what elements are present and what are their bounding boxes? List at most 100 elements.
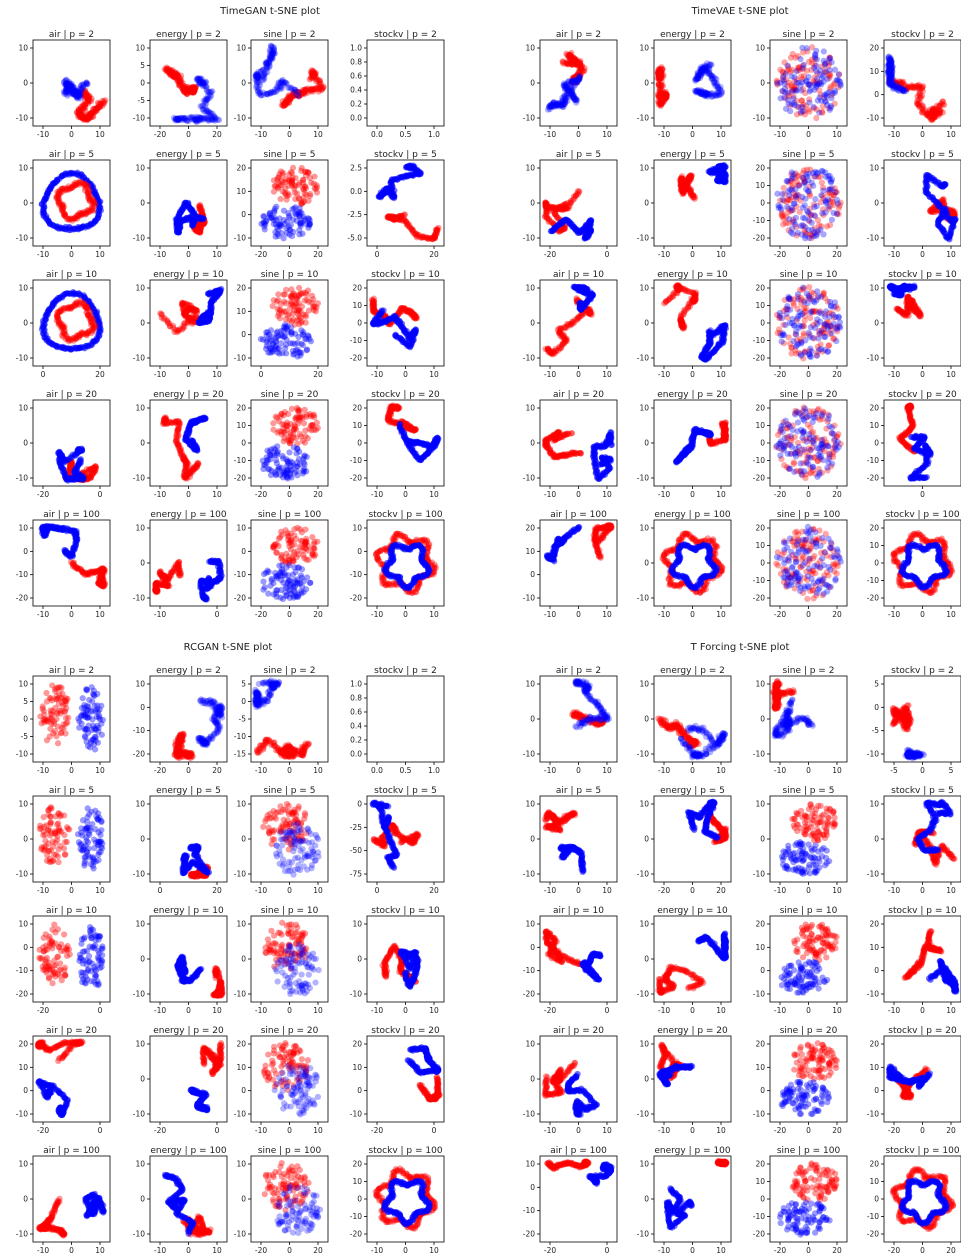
scatter-point — [184, 87, 191, 94]
scatter-point — [85, 93, 93, 100]
scatter-point — [60, 88, 67, 95]
scatter-point — [303, 453, 310, 461]
scatter-point — [309, 72, 316, 79]
scatter-point — [298, 318, 305, 325]
scatter-point — [94, 106, 101, 114]
scatter-point — [186, 88, 193, 95]
scatter-point — [100, 100, 107, 107]
scatter-point — [196, 75, 204, 82]
subplot-title: energy | p = 2 — [156, 30, 221, 40]
scatter-point — [181, 85, 188, 92]
scatter-point — [173, 115, 181, 123]
scatter-point — [190, 88, 197, 95]
scatter-point — [84, 111, 91, 119]
scatter-point — [77, 108, 84, 115]
scatter-point — [191, 84, 199, 92]
y-tick-label: 10 — [18, 404, 28, 413]
scatter-point — [72, 91, 79, 98]
scatter-point — [180, 84, 187, 91]
scatter-point — [99, 102, 106, 109]
scatter-point — [77, 85, 84, 93]
scatter-point — [197, 76, 204, 83]
scatter-point — [167, 72, 174, 79]
scatter-point — [194, 76, 201, 84]
scatter-point — [309, 70, 316, 77]
scatter-point — [272, 471, 279, 479]
scatter-point — [178, 82, 185, 89]
scatter-point — [287, 420, 294, 428]
scatter-point — [185, 88, 192, 95]
scatter-point — [191, 87, 198, 95]
scatter-point — [96, 571, 104, 578]
scatter-point — [310, 70, 317, 78]
y-tick-label: 10 — [18, 284, 28, 293]
scatter-point — [82, 115, 89, 122]
y-tick-label: 0 — [23, 319, 28, 328]
scatter-point — [184, 87, 191, 94]
scatter-point — [175, 74, 182, 81]
scatter-point — [166, 70, 173, 77]
scatter-point — [67, 86, 74, 93]
scatter-point — [200, 80, 207, 87]
scatter-point — [66, 79, 73, 86]
y-tick-label: -10 — [16, 234, 28, 243]
scatter-point — [193, 115, 200, 122]
scatter-point — [195, 78, 203, 86]
scatter-point — [61, 78, 68, 85]
scatter-point — [201, 114, 208, 121]
scatter-point — [79, 114, 86, 121]
scatter-point — [206, 91, 213, 99]
scatter-point — [171, 73, 178, 80]
scatter-point — [74, 92, 81, 99]
scatter-point — [71, 87, 79, 94]
scatter-point — [184, 90, 191, 97]
y-tick-label: 20 — [236, 284, 246, 293]
scatter-point — [79, 112, 86, 119]
scatter-point — [76, 110, 84, 117]
scatter-point — [85, 98, 92, 105]
scatter-point — [64, 89, 71, 96]
scatter-point — [59, 525, 66, 532]
y-tick-label: 0 — [140, 319, 145, 328]
scatter-point — [307, 74, 315, 81]
scatter-point — [71, 84, 78, 91]
scatter-point — [74, 93, 81, 100]
y-tick-label: -10 — [133, 354, 145, 363]
scatter-point — [176, 81, 183, 88]
scatter-point — [93, 105, 100, 112]
x-tick-label: -10 — [255, 130, 267, 139]
scatter-point — [191, 115, 199, 122]
scatter-point — [283, 286, 290, 293]
scatter-point — [75, 92, 82, 99]
scatter-point — [74, 90, 81, 97]
scatter-point — [79, 85, 86, 92]
scatter-point — [76, 92, 83, 99]
scatter-point — [169, 66, 176, 74]
scatter-point — [63, 79, 70, 87]
scatter-point — [95, 100, 103, 107]
scatter-point — [77, 106, 84, 113]
scatter-point — [175, 115, 182, 122]
scatter-point — [85, 115, 92, 123]
scatter-point — [67, 82, 74, 89]
scatter-point — [184, 86, 191, 93]
scatter-point — [198, 115, 205, 122]
scatter-point — [161, 66, 169, 73]
scatter-point — [90, 113, 97, 120]
y-tick-label: 5 — [140, 61, 145, 70]
scatter-point — [101, 99, 108, 106]
y-tick-label: -10 — [350, 456, 362, 465]
scatter-point — [63, 86, 70, 93]
scatter-point — [195, 114, 202, 121]
scatter-point — [87, 112, 94, 119]
scatter-point — [75, 88, 82, 96]
scatter-point — [175, 78, 182, 85]
y-tick-label: 0 — [357, 319, 362, 328]
scatter-point — [183, 87, 190, 95]
scatter-point — [191, 116, 198, 123]
scatter-point — [85, 112, 92, 119]
scatter-point — [192, 117, 199, 124]
scatter-point — [173, 75, 180, 82]
y-tick-label: 0 — [241, 210, 246, 219]
